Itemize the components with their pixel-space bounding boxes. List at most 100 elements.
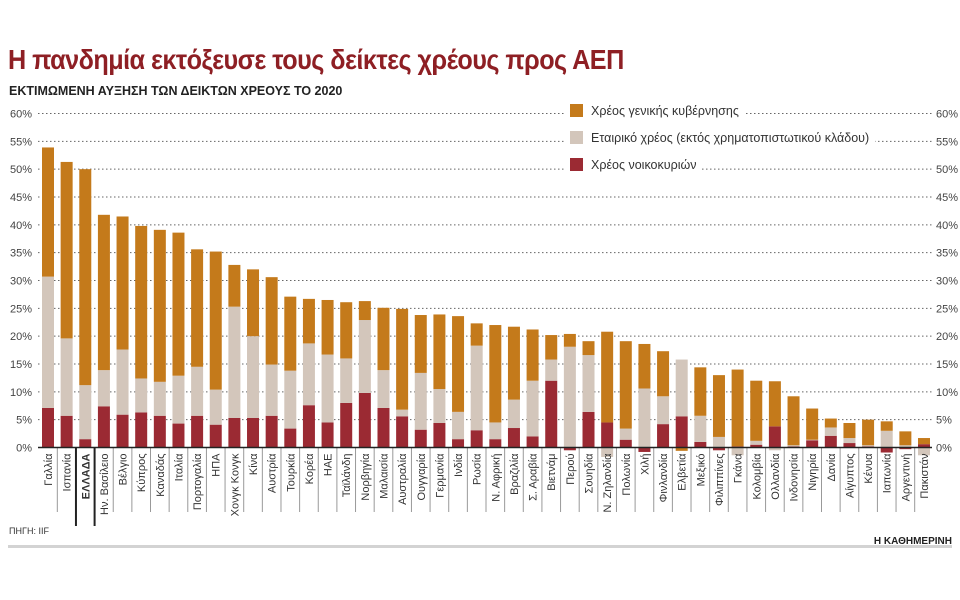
bar-segment-household bbox=[824, 435, 837, 448]
bar-segment-government bbox=[750, 380, 763, 441]
bar-segment-household bbox=[507, 428, 520, 448]
bar-segment-government bbox=[42, 147, 54, 277]
bar-segment-household bbox=[545, 380, 558, 448]
bar-segment-government bbox=[116, 216, 129, 350]
bar-segment-corporate bbox=[619, 428, 632, 440]
bar-segment-household bbox=[97, 406, 110, 448]
x-tick-label: Βραζιλία bbox=[509, 453, 521, 495]
bar-segment-corporate bbox=[284, 370, 297, 429]
y-tick-label-left: 5% bbox=[16, 415, 32, 427]
bar-segment-government bbox=[377, 307, 390, 371]
x-tick-label: Δανία bbox=[826, 453, 838, 482]
bar-segment-government bbox=[806, 408, 819, 440]
bar-segment-government bbox=[302, 298, 315, 344]
bar-segment-government bbox=[563, 333, 576, 347]
y-tick-label-left: 50% bbox=[10, 164, 32, 176]
bar-segment-government bbox=[265, 277, 278, 365]
y-tick-label-left: 15% bbox=[10, 359, 32, 371]
x-tick-label: Πολωνία bbox=[621, 453, 633, 496]
x-tick-label: Ινδονησία bbox=[789, 453, 801, 502]
bar-segment-government bbox=[284, 296, 297, 371]
bar-segment-corporate bbox=[302, 343, 315, 406]
bar-segment-government bbox=[433, 314, 446, 390]
bar-segment-government bbox=[899, 431, 912, 446]
x-tick-label: Ουγγαρία bbox=[416, 453, 428, 501]
legend-label-corporate: Εταιρικό χρέος (εκτός χρηματοπιστωτικού … bbox=[591, 131, 870, 145]
x-tick-label: Ν. Ζηλανδία bbox=[602, 453, 614, 513]
x-tick-label: Μεξικό bbox=[695, 454, 707, 487]
x-tick-label: Ν. Αφρική bbox=[490, 454, 502, 502]
x-tick-label: Κένυα bbox=[863, 453, 875, 484]
bar-segment-government bbox=[209, 251, 222, 390]
y-tick-label-right: 45% bbox=[936, 192, 958, 204]
bar-segment-corporate bbox=[582, 355, 595, 412]
bar-segment-corporate bbox=[899, 445, 912, 448]
bar-segment-corporate bbox=[843, 438, 856, 444]
bar-segment-household bbox=[135, 412, 148, 448]
bar-segment-household bbox=[563, 447, 576, 451]
bar-segment-household bbox=[265, 415, 278, 448]
bar-segment-household bbox=[228, 417, 241, 448]
bar-segment-household bbox=[657, 424, 670, 448]
bar-segment-corporate bbox=[657, 396, 670, 425]
bar-segment-corporate bbox=[675, 359, 688, 417]
bar-segment-household bbox=[768, 426, 781, 448]
bar-segment-government bbox=[787, 396, 800, 446]
bar-segment-government bbox=[396, 308, 409, 410]
bar-segment-corporate bbox=[135, 378, 148, 413]
y-tick-label-left: 10% bbox=[10, 387, 32, 399]
bar-segment-corporate bbox=[806, 439, 819, 441]
bar-segment-household bbox=[209, 424, 222, 448]
bar-segment-government bbox=[507, 326, 520, 400]
bar-segment-corporate bbox=[116, 349, 129, 415]
bar-segment-corporate bbox=[209, 389, 222, 425]
bar-segment-household bbox=[526, 436, 539, 448]
bar-segment-household bbox=[191, 415, 204, 448]
bar-segment-corporate bbox=[638, 388, 651, 448]
bar-segment-government bbox=[843, 423, 856, 439]
bar-segment-household bbox=[247, 417, 260, 448]
bar-segment-government bbox=[470, 323, 483, 346]
bar-segment-government bbox=[79, 169, 92, 386]
y-tick-label-left: 25% bbox=[10, 303, 32, 315]
bar-segment-household bbox=[60, 415, 73, 448]
bar-segment-household bbox=[340, 402, 353, 448]
bar-segment-household bbox=[843, 443, 856, 448]
x-tick-label: Σουηδία bbox=[584, 453, 596, 494]
bar-segment-household bbox=[806, 440, 819, 448]
bar-segment-government bbox=[601, 331, 614, 423]
bar-segment-corporate bbox=[787, 445, 800, 447]
bar-segment-government bbox=[340, 302, 353, 359]
bar-segment-corporate bbox=[489, 422, 502, 440]
bar-segment-corporate bbox=[414, 372, 427, 430]
bar-segment-household bbox=[601, 422, 614, 448]
y-tick-label-right: 10% bbox=[936, 387, 958, 399]
x-tick-label: Αργεντινή bbox=[900, 454, 912, 502]
bar-segment-household bbox=[172, 423, 185, 448]
x-tick-label: Κολομβία bbox=[751, 453, 763, 500]
x-tick-label: ΗΠΑ bbox=[211, 453, 223, 477]
y-tick-label-right: 30% bbox=[936, 276, 958, 288]
y-tick-label-left: 0% bbox=[16, 443, 32, 455]
bar-segment-household bbox=[638, 447, 651, 452]
bar-segment-government bbox=[191, 249, 204, 367]
bar-segment-government bbox=[172, 232, 185, 376]
bar-segment-government bbox=[638, 343, 651, 389]
bar-segment-corporate bbox=[452, 411, 465, 440]
x-tick-label: Περού bbox=[565, 454, 577, 485]
bar-segment-government bbox=[489, 325, 502, 423]
bar-segment-government bbox=[452, 316, 465, 412]
bar-segment-government bbox=[358, 301, 371, 321]
y-tick-label-right: 5% bbox=[936, 415, 952, 427]
legend-label-household: Χρέος νοικοκυριών bbox=[591, 158, 697, 172]
x-tick-label: Γκάνα bbox=[733, 453, 745, 483]
bar-segment-household bbox=[712, 447, 725, 451]
x-tick-label: Ελβετία bbox=[677, 453, 689, 491]
x-tick-label: Νορβηγία bbox=[360, 453, 372, 501]
bar-segment-corporate bbox=[60, 338, 73, 416]
legend-swatch-government bbox=[570, 104, 583, 117]
x-tick-label: Φιλιππίνες bbox=[714, 454, 726, 507]
bar-segment-household bbox=[42, 407, 54, 448]
y-tick-label-left: 35% bbox=[10, 248, 32, 260]
x-tick-label: Κύπρος bbox=[136, 454, 148, 493]
